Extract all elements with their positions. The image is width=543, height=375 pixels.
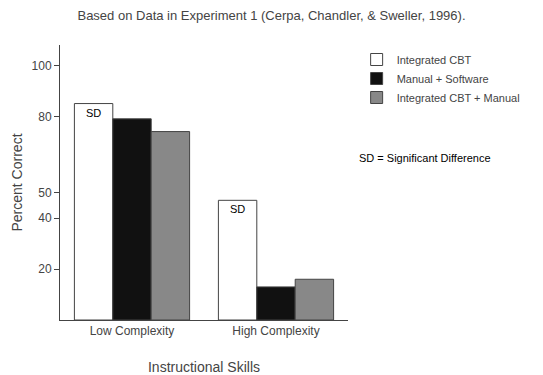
svg-text:SD: SD (86, 107, 101, 119)
svg-text:Based on Data in Experiment 1: Based on Data in Experiment 1 (Cerpa, Ch… (77, 8, 465, 23)
svg-text:Percent Correct: Percent Correct (9, 133, 25, 231)
svg-text:Integrated CBT + Manual: Integrated CBT + Manual (397, 92, 520, 104)
svg-text:Manual + Software: Manual + Software (397, 73, 489, 85)
svg-text:High Complexity: High Complexity (232, 324, 319, 338)
svg-text:100: 100 (32, 59, 52, 73)
svg-text:80: 80 (38, 110, 52, 124)
svg-text:Integrated CBT: Integrated CBT (397, 54, 472, 66)
svg-text:40: 40 (38, 211, 52, 225)
svg-text:50: 50 (38, 186, 52, 200)
svg-text:SD = Significant Difference: SD = Significant Difference (359, 152, 491, 164)
svg-text:Instructional Skills: Instructional Skills (148, 359, 260, 375)
svg-text:20: 20 (38, 262, 52, 276)
svg-text:Low Complexity: Low Complexity (90, 324, 175, 338)
svg-text:SD: SD (230, 203, 245, 215)
